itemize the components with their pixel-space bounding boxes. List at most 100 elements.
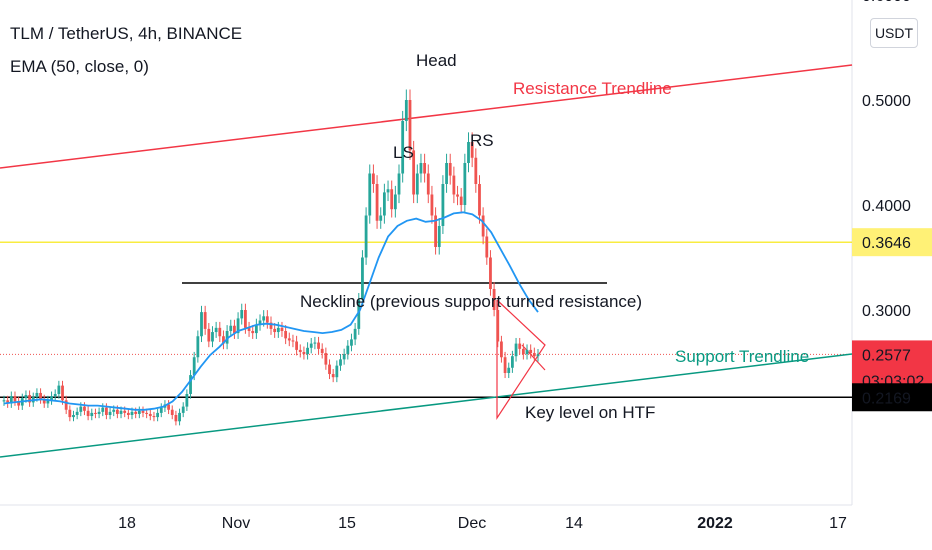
candle-body [419, 163, 423, 174]
candle-body [339, 359, 342, 366]
candle-body [174, 415, 178, 422]
y-tick-label: 0.5000 [862, 93, 911, 110]
candle-body [456, 194, 459, 197]
x-tick-label: 17 [829, 515, 847, 532]
candle-body [320, 348, 324, 354]
candle-body [137, 410, 141, 414]
candle-body [434, 215, 437, 247]
candle-body [200, 312, 203, 337]
annotation-label: LS [393, 143, 414, 162]
candle-body [159, 407, 163, 413]
candle-body [346, 345, 350, 355]
annotation-label: RS [470, 131, 494, 150]
candle-body [207, 328, 211, 342]
candle-body [211, 332, 214, 342]
candle-body [167, 404, 170, 410]
candle-body [364, 215, 368, 258]
candle-body [452, 175, 456, 195]
candle-body [313, 342, 317, 344]
candle-body [401, 121, 405, 174]
candle-body [39, 392, 42, 400]
candle-body [514, 343, 518, 357]
x-tick-label: Dec [458, 515, 486, 532]
candle-body [265, 316, 269, 323]
candle-body [2, 400, 6, 402]
candle-body [72, 415, 75, 418]
candle-body [375, 184, 379, 221]
candle-body [35, 392, 39, 398]
candle-body [112, 409, 116, 412]
candle-body [492, 289, 496, 310]
candle-body [269, 322, 273, 329]
candle-body [9, 396, 13, 404]
candle-body [291, 340, 295, 342]
candle-body [119, 410, 123, 414]
candle-body [485, 236, 489, 258]
candle-body [357, 299, 361, 329]
resistance-trendline [0, 64, 853, 169]
candle-body [75, 411, 79, 415]
candle-body [273, 328, 277, 333]
candle-body [240, 310, 244, 319]
candle-body [254, 324, 258, 334]
candle-body [247, 327, 251, 331]
candle-body [518, 343, 522, 349]
candle-body [115, 409, 119, 414]
candle-body [243, 310, 247, 328]
candle-body [79, 406, 83, 412]
candle-body [57, 385, 61, 394]
y-tick-label: 0.4000 [862, 198, 911, 215]
currency-button[interactable]: USDT [870, 18, 918, 48]
candle-body [94, 412, 97, 414]
candle-body [108, 411, 112, 415]
price-tag-label: 0.3646 [862, 235, 911, 252]
candle-body [467, 142, 470, 163]
candle-body [386, 189, 390, 193]
candle-body [474, 157, 478, 184]
candle-body [470, 142, 474, 158]
x-tick-label: Nov [222, 515, 250, 532]
candle-body [415, 173, 419, 195]
candle-body [437, 226, 441, 247]
candle-body [17, 401, 21, 406]
annotation-label: Head [416, 51, 457, 70]
candle-body [324, 353, 328, 365]
symbol-title[interactable]: TLM / TetherUS, 4h, BINANCE [10, 24, 243, 43]
ema-legend[interactable]: EMA (50, close, 0) [10, 57, 149, 76]
candle-body [83, 406, 86, 411]
x-tick-label: 14 [565, 515, 583, 532]
candle-body [214, 327, 218, 333]
ema-line [3, 211, 539, 411]
candle-body [404, 100, 408, 121]
candle-body [382, 192, 386, 216]
candle-body [331, 374, 335, 378]
candle-body [203, 312, 207, 329]
candle-body [280, 327, 284, 331]
candle-body [170, 409, 174, 415]
candle-body [353, 328, 357, 340]
candle-body [448, 163, 452, 176]
triangle-breakout-line [521, 344, 546, 371]
candle-body [361, 257, 364, 300]
price-tag-label: 0.2169 [862, 390, 911, 407]
candle-body [130, 411, 134, 415]
price-tag-yellow [852, 228, 932, 257]
candle-body [196, 336, 200, 358]
candle-body [463, 163, 467, 205]
annotation-label: Support Trendline [675, 347, 809, 366]
candle-body [507, 367, 511, 373]
candle-body [262, 316, 266, 321]
candle-body [500, 341, 503, 358]
price-tag-label: 0.2577 [862, 347, 911, 364]
candle-body [53, 394, 57, 397]
candle-body [50, 396, 53, 401]
candle-body [218, 327, 222, 337]
x-tick-label: 2022 [697, 515, 733, 532]
candle-body [233, 325, 236, 334]
candle-body [295, 341, 299, 350]
candle-body [521, 348, 525, 355]
candle-body [101, 407, 105, 412]
candle-body [123, 410, 127, 413]
candle-body [13, 396, 17, 402]
